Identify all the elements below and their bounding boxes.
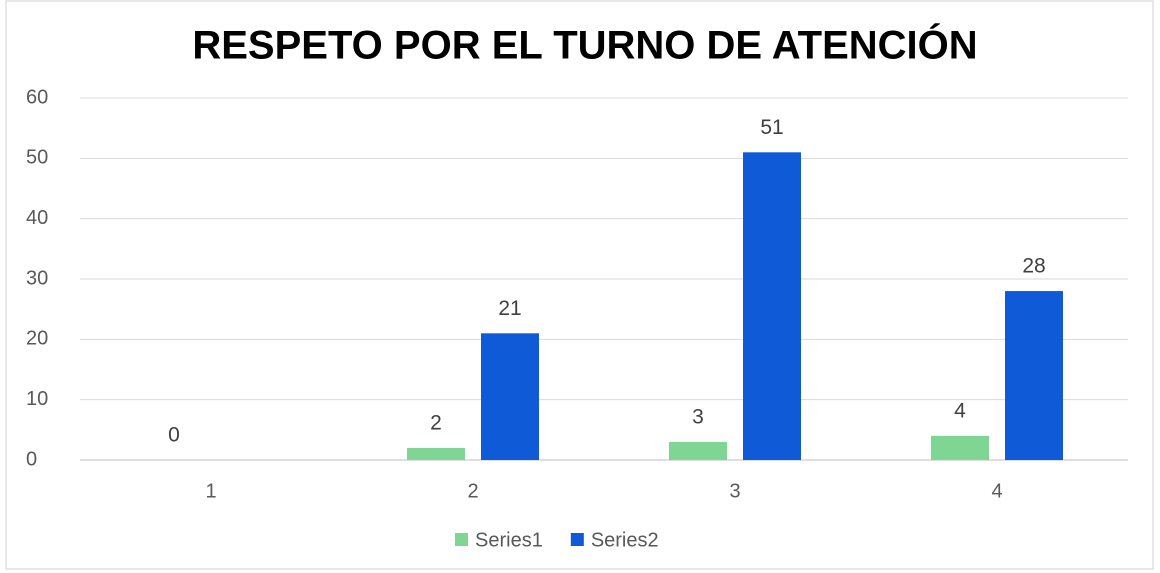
- data-label: 4: [954, 399, 966, 422]
- x-tick-label: 2: [467, 480, 478, 502]
- y-tick-label: 20: [26, 328, 48, 350]
- chart-frame: [5, 0, 1154, 570]
- data-label: 51: [760, 116, 783, 139]
- legend-swatch: [455, 533, 468, 546]
- bar: [743, 152, 801, 461]
- bar: [1005, 291, 1063, 460]
- bar: [407, 447, 465, 460]
- data-label: 0: [168, 424, 180, 447]
- x-tick-label: 3: [729, 480, 740, 502]
- bar: [931, 435, 989, 460]
- legend-label: Series1: [475, 529, 543, 551]
- legend-label: Series2: [591, 529, 659, 551]
- x-tick-label: 1: [205, 480, 216, 502]
- data-label: 3: [692, 405, 704, 428]
- x-tick-label: 4: [991, 480, 1002, 502]
- y-tick-label: 50: [26, 147, 48, 169]
- data-label: 21: [498, 297, 521, 320]
- y-tick-label: 40: [26, 207, 48, 229]
- bar: [481, 333, 539, 460]
- chart-title: RESPETO POR EL TURNO DE ATENCIÓN: [192, 22, 977, 68]
- data-label: 2: [430, 411, 442, 434]
- bar: [669, 441, 727, 460]
- y-tick-label: 60: [26, 86, 48, 108]
- data-label: 28: [1022, 255, 1045, 278]
- legend-swatch: [570, 533, 584, 546]
- y-tick-label: 30: [26, 267, 48, 289]
- y-tick-label: 10: [26, 388, 48, 410]
- y-tick-label: 0: [26, 448, 37, 470]
